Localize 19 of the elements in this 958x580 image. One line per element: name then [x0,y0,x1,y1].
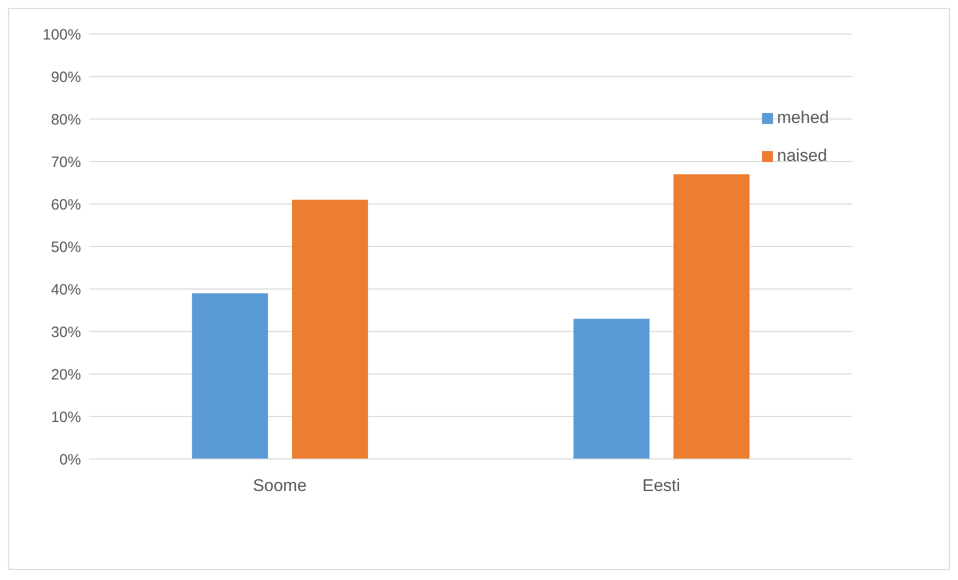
y-tick-label: 40% [50,281,81,298]
y-tick-label: 60% [50,196,81,214]
bar [574,318,650,459]
bar [674,174,750,459]
legend-label: mehed [777,108,829,127]
y-tick-label: 30% [50,324,81,341]
y-tick-label: 70% [50,154,81,171]
bar [292,200,368,459]
y-tick-label: 90% [50,68,81,86]
x-tick-label: Soome [252,476,307,496]
x-tick-label: Eesti [642,476,680,496]
y-tick-label: 10% [50,408,81,426]
y-tick-label: 50% [50,238,81,256]
bar [192,293,268,459]
y-tick-label: 80% [50,111,81,128]
y-tick-label: 20% [50,366,81,384]
y-tick-label: 0% [59,451,81,468]
legend-label: naised [777,146,828,165]
y-tick-label: 100% [42,26,81,44]
